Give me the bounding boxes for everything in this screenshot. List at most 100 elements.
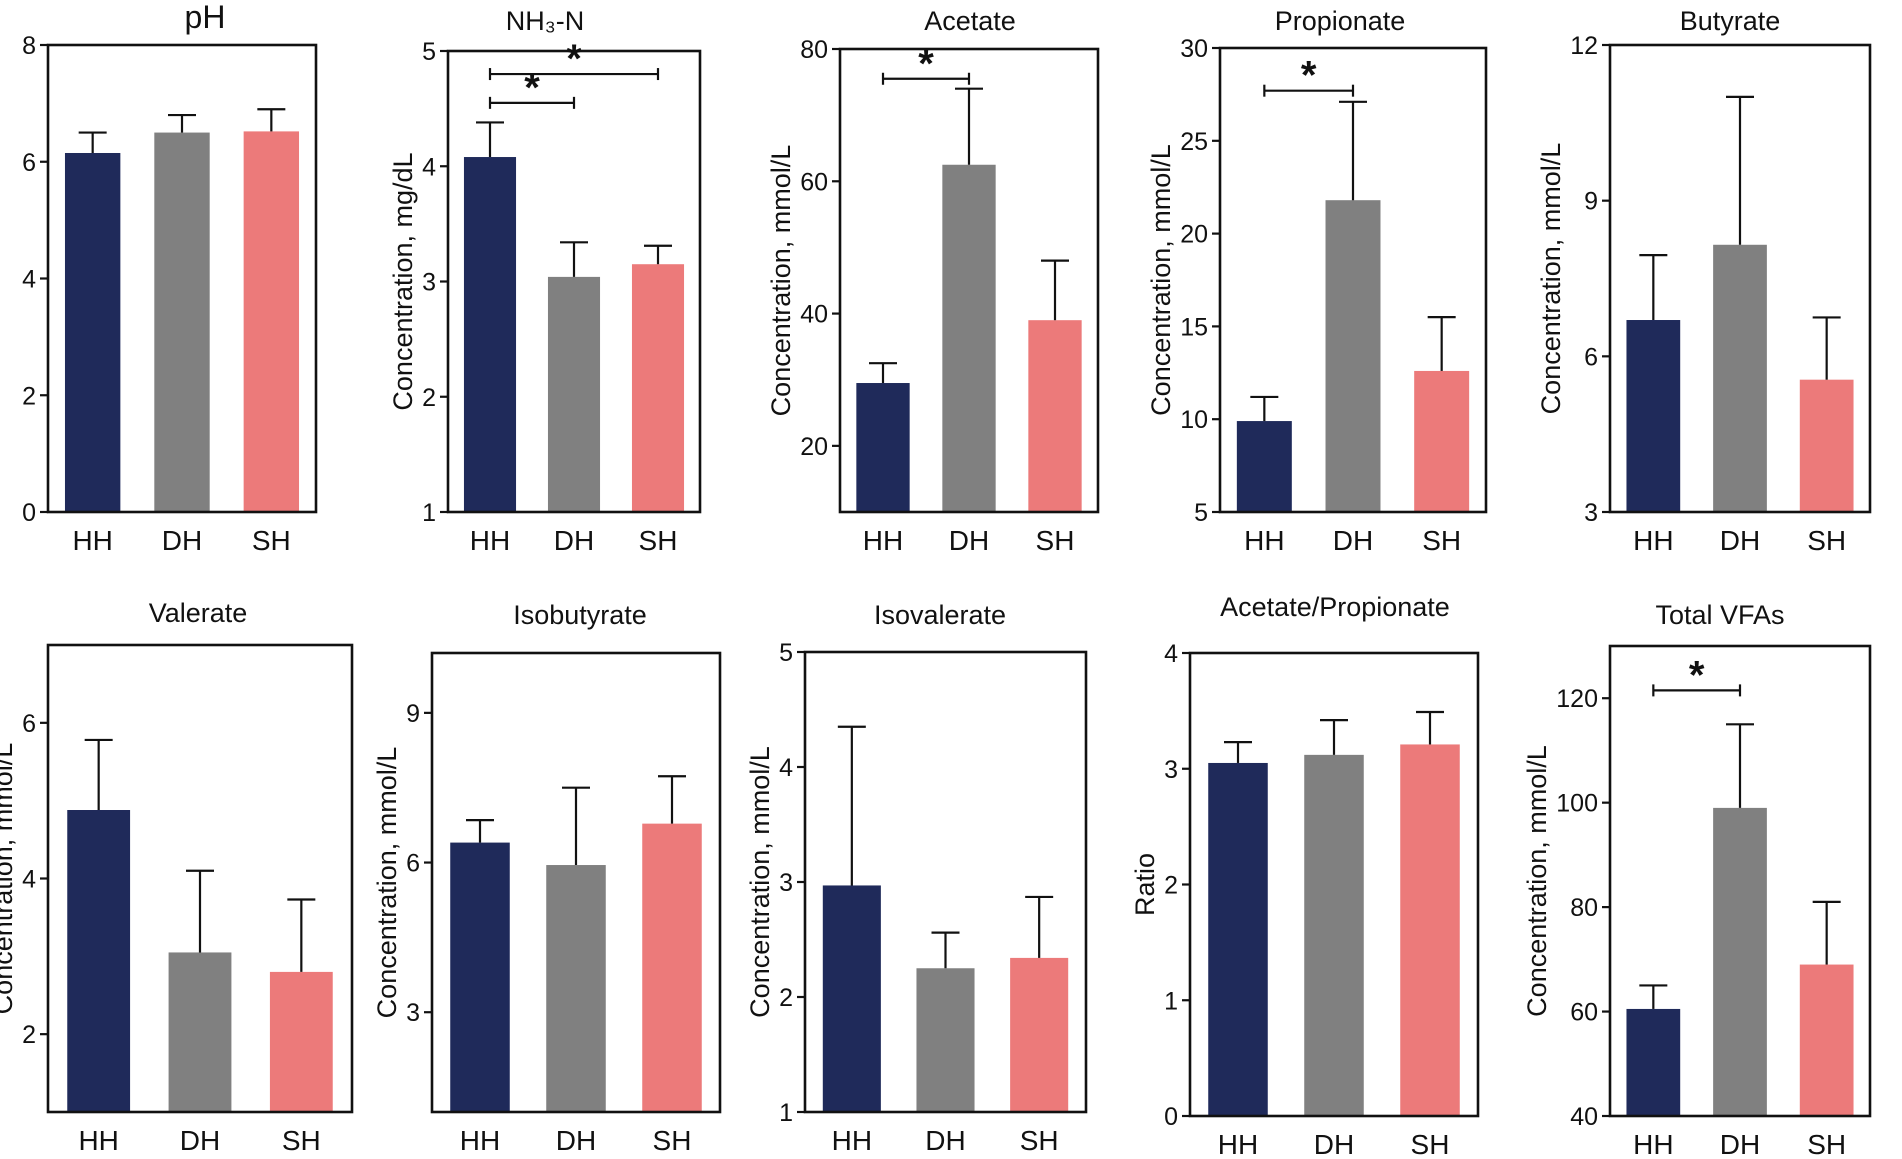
y-axis-label: Concentration, mmol/L [372,747,402,1019]
panel-title: Acetate/Propionate [1220,592,1450,622]
y-tick-label: 3 [406,999,420,1027]
y-tick-label: 4 [1164,640,1178,668]
bar-dh [1325,200,1381,512]
y-tick-label: 6 [22,149,36,177]
panel-0: pH HH DH SH 0 2 4 6 8 [22,0,318,556]
y-tick-label: 60 [800,168,828,196]
category-label: DH [1720,525,1760,556]
panel-title: Isobutyrate [513,600,647,630]
category-label: HH [1244,525,1284,556]
y-tick-label: 9 [406,700,420,728]
plot-frame [1218,46,1488,514]
y-tick-label: 9 [1584,188,1598,216]
bar-dh [1304,754,1364,1116]
y-axis-label: Concentration, mmol/L [766,145,796,417]
panel-title: Propionate [1275,6,1406,36]
category-label: DH [1720,1129,1760,1159]
category-label: SH [282,1125,321,1156]
y-tick-label: 6 [22,710,36,738]
y-tick-label: 20 [1180,221,1208,249]
significance-star: * [1689,653,1705,697]
y-tick-label: 8 [22,32,36,60]
bar-hh [67,810,131,1112]
category-label: DH [556,1125,596,1156]
y-tick-label: 2 [779,984,793,1012]
bar-sh [1010,957,1069,1112]
bar-sh [269,971,333,1112]
category-label: DH [1333,525,1373,556]
bar-hh [463,157,517,512]
category-label: DH [949,525,989,556]
plot-frame [1608,644,1872,1118]
bar-dh [1713,807,1767,1116]
panel-title: Isovalerate [874,600,1006,630]
y-tick-label: 2 [422,384,436,412]
panel-8: Acetate/Propionate HH DH SH 0 1 2 3 4 Ratio [1130,592,1480,1159]
bar-dh [168,952,232,1112]
category-label: HH [832,1125,872,1156]
category-label: SH [1411,1129,1450,1159]
y-tick-label: 1 [779,1099,793,1127]
category-label: SH [639,525,678,556]
panel-7: Isovalerate HH DH SH 1 2 3 4 5 Concentration, mmo… [745,600,1088,1156]
y-tick-label: 80 [1570,894,1598,922]
plot-frame [1608,43,1872,514]
panel-title: Valerate [149,598,248,628]
bar-hh [1626,320,1681,512]
category-label: HH [72,525,112,556]
bar-hh [1236,421,1292,512]
bar-hh [856,383,910,512]
category-label: DH [925,1125,965,1156]
significance-star: * [566,37,582,81]
panel-title: Butyrate [1680,6,1781,36]
category-label: SH [1807,525,1846,556]
bar-dh [1713,244,1767,512]
y-tick-label: 6 [406,850,420,878]
bar-hh [1208,762,1268,1116]
y-tick-label: 10 [1180,406,1208,434]
y-axis-label: Concentration, mmol/L [1522,745,1552,1017]
bar-hh [64,152,121,512]
y-tick-label: 3 [422,269,436,297]
y-tick-label: 25 [1180,128,1208,156]
y-axis-label: Ratio [1130,853,1160,916]
bar-dh [154,132,210,512]
y-tick-label: 3 [1164,756,1178,784]
y-axis-label: Concentration, mg/dL [388,152,418,410]
category-label: HH [1218,1129,1258,1159]
category-label: SH [653,1125,692,1156]
y-tick-label: 40 [1570,1103,1598,1131]
category-label: HH [470,525,510,556]
y-tick-label: 3 [1584,499,1598,527]
bar-sh [1400,744,1460,1116]
y-tick-label: 12 [1570,32,1598,60]
category-label: HH [460,1125,500,1156]
bar-hh [450,842,510,1112]
y-tick-label: 5 [779,639,793,667]
y-tick-label: 60 [1570,999,1598,1027]
category-label: DH [180,1125,220,1156]
bar-sh [631,264,685,512]
bar-sh [243,131,300,512]
panel-title: pH [185,0,226,35]
panel-title: Total VFAs [1655,600,1784,630]
category-label: HH [1633,1129,1673,1159]
bar-sh [1414,370,1470,512]
y-tick-label: 0 [1164,1103,1178,1131]
significance-star: * [1301,54,1317,98]
category-label: HH [863,525,903,556]
y-tick-label: 3 [779,869,793,897]
category-label: SH [252,525,291,556]
y-tick-label: 4 [22,266,36,294]
panel-1: NH₃-N HH DH SH 1 2 3 4 5 Concentration, mg/dL * * [388,6,702,556]
bar-hh [822,885,881,1112]
plot-frame [838,47,1100,514]
plot-frame [430,651,722,1114]
y-tick-label: 4 [22,866,36,894]
y-tick-label: 120 [1556,685,1598,713]
significance-star: * [524,66,540,110]
y-axis-label: Concentration, mmol/L [745,746,775,1018]
y-tick-label: 15 [1180,313,1208,341]
